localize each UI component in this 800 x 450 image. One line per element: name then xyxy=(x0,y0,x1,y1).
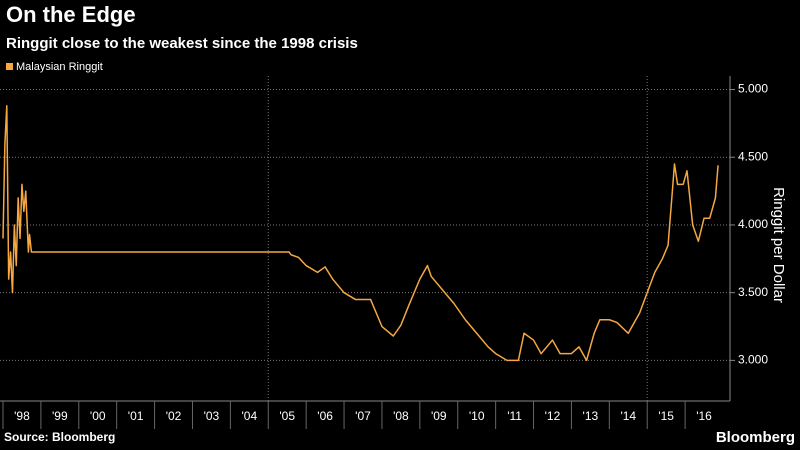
x-tick-label: '10 xyxy=(469,409,485,423)
x-tick-label: '03 xyxy=(204,409,220,423)
x-tick-label: '12 xyxy=(545,409,561,423)
y-tick-label: 3.500 xyxy=(738,285,768,299)
brand: Bloomberg xyxy=(716,429,795,446)
y-tick-label: 4.000 xyxy=(738,217,768,231)
x-tick-label: '06 xyxy=(317,409,333,423)
x-tick-label: '09 xyxy=(431,409,447,423)
x-tick-label: '99 xyxy=(52,409,68,423)
x-tick-label: '01 xyxy=(128,409,144,423)
x-tick-label: '07 xyxy=(355,409,371,423)
x-tick-label: '04 xyxy=(241,409,257,423)
legend-swatch xyxy=(6,63,13,70)
x-tick-label: '98 xyxy=(14,409,30,423)
x-tick-label: '05 xyxy=(279,409,295,423)
x-tick-label: '00 xyxy=(90,409,106,423)
x-tick-label: '14 xyxy=(620,409,636,423)
y-axis-label: Ringgit per Dollar xyxy=(770,187,787,303)
source: Source: Bloomberg xyxy=(4,430,115,444)
x-tick-label: '08 xyxy=(393,409,409,423)
x-tick-label: '11 xyxy=(507,409,522,423)
legend-label: Malaysian Ringgit xyxy=(16,61,103,73)
y-tick-label: 4.500 xyxy=(738,149,768,163)
y-tick-label: 5.000 xyxy=(738,82,768,96)
line-series xyxy=(2,105,719,362)
x-tick-label: '13 xyxy=(583,409,599,423)
y-tick-label: 3.000 xyxy=(738,353,768,367)
x-tick-label: '15 xyxy=(658,409,674,423)
x-tick-label: '16 xyxy=(696,409,712,423)
chart-title: On the Edge xyxy=(6,2,136,27)
x-tick-label: '02 xyxy=(166,409,182,423)
chart-subtitle: Ringgit close to the weakest since the 1… xyxy=(6,35,358,52)
